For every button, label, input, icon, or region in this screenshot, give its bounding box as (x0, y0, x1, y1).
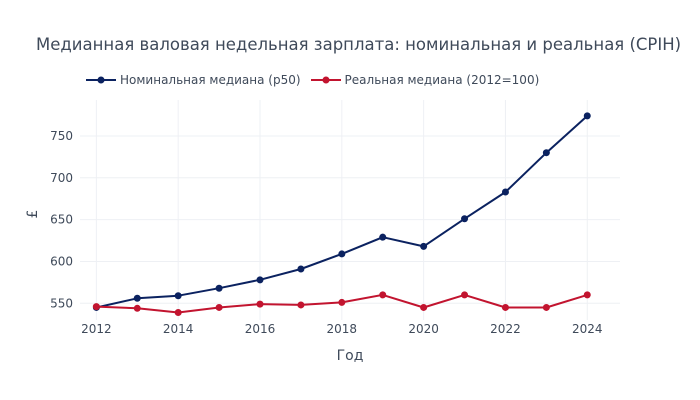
series-point-0 (542, 149, 550, 157)
series-point-0 (297, 265, 305, 273)
x-tick-label: 2012 (81, 322, 112, 336)
legend-item-nominal[interactable]: Номинальная медиана (p50) (86, 73, 301, 87)
series-point-0 (133, 294, 141, 302)
series-point-1 (92, 303, 100, 311)
series-point-1 (133, 304, 141, 312)
series-point-0 (174, 292, 182, 300)
series-point-1 (379, 291, 387, 299)
series-point-1 (256, 300, 264, 308)
legend-label-real: Реальная медиана (2012=100) (344, 73, 540, 87)
x-tick-label: 2024 (572, 322, 603, 336)
x-tick-label: 2022 (490, 322, 521, 336)
legend-swatch-real (310, 76, 341, 84)
y-tick-label: 750 (50, 129, 73, 143)
series-point-0 (583, 112, 591, 120)
series-point-0 (215, 284, 223, 292)
series-point-1 (583, 291, 591, 299)
series-point-1 (338, 298, 346, 306)
series-point-0 (338, 250, 346, 258)
legend-item-real[interactable]: Реальная медиана (2012=100) (310, 73, 540, 87)
y-tick-label: 650 (50, 213, 73, 227)
chart-title: Медианная валовая недельная зарплата: но… (36, 35, 682, 54)
series-point-0 (379, 233, 387, 241)
y-axis-title: £ (25, 210, 41, 219)
y-tick-label: 600 (50, 254, 73, 268)
x-tick-label: 2020 (408, 322, 439, 336)
series-point-1 (174, 308, 182, 316)
series-point-1 (501, 303, 509, 311)
x-tick-label: 2016 (245, 322, 276, 336)
series-point-1 (461, 291, 469, 299)
series-point-0 (420, 242, 428, 250)
series-point-1 (542, 303, 550, 311)
x-tick-label: 2014 (163, 322, 194, 336)
series-point-0 (501, 188, 509, 196)
series-point-1 (215, 303, 223, 311)
series-point-1 (297, 301, 305, 309)
y-tick-label: 550 (50, 296, 73, 310)
x-tick-label: 2018 (327, 322, 358, 336)
legend-swatch-nominal (86, 76, 116, 84)
series-point-1 (420, 303, 428, 311)
x-axis-title: Год (337, 348, 364, 364)
series-point-0 (256, 276, 264, 284)
legend-label-nominal: Номинальная медиана (p50) (120, 73, 301, 87)
series-point-0 (461, 215, 469, 223)
y-tick-label: 700 (50, 171, 73, 185)
legend: Номинальная медиана (p50) Реальная медиа… (86, 73, 549, 87)
